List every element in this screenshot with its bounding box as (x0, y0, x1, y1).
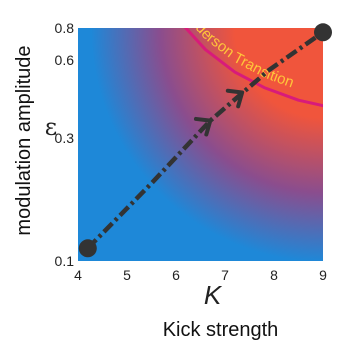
path-start-point (78, 239, 97, 258)
y-tick-label: 0.1 (55, 253, 75, 269)
x-tick-label: 4 (74, 267, 82, 283)
x-axis-symbol: K (204, 280, 223, 310)
path-end-point (314, 23, 332, 42)
heatmap-field (78, 28, 323, 261)
path-arrow-1 (193, 116, 213, 137)
path-arrow-2 (225, 88, 245, 109)
transition-curve (184, 28, 323, 108)
parameter-path (86, 30, 323, 250)
x-tick-label: 8 (270, 267, 278, 283)
x-tick-label: 7 (221, 267, 229, 283)
x-tick-label: 9 (319, 267, 327, 283)
plot-area: Anderson Transition (78, 23, 332, 261)
y-tick-label: 0.6 (55, 52, 75, 68)
x-axis-label: Kick strength (163, 319, 279, 341)
y-tick-label: 0.3 (55, 130, 75, 146)
x-tick-label: 5 (123, 267, 131, 283)
tick-labels: 4 5 6 7 8 9 0.1 0.3 0.6 0.8 (55, 20, 328, 283)
y-axis-symbol: ε (45, 113, 57, 141)
x-tick-label: 6 (172, 267, 180, 283)
y-tick-label: 0.8 (55, 20, 75, 36)
y-axis-label: modulation amplitude (13, 45, 35, 235)
